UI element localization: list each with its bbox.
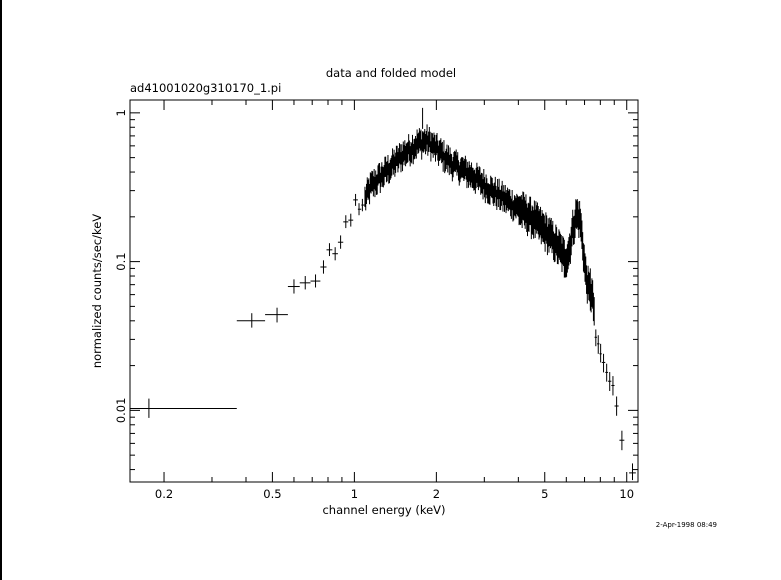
data-point [130, 398, 237, 418]
y-tick-label: 0.1 [114, 252, 128, 270]
data-point [310, 274, 321, 288]
y-tick-label: 1 [114, 109, 128, 116]
y-tick-label: 0.01 [114, 398, 128, 424]
x-tick-label: 1 [351, 487, 358, 501]
x-axis-label: channel energy (keV) [322, 503, 445, 517]
y-axis-label: normalized counts/sec/keV [90, 214, 104, 368]
data-point [236, 313, 266, 328]
data-point [608, 372, 612, 391]
x-tick-label: 5 [541, 487, 548, 501]
data-point [614, 396, 619, 416]
data-point [343, 215, 349, 229]
data-point [629, 463, 636, 481]
x-tick-label: 0.2 [155, 487, 173, 501]
chart-title: data and folded model [326, 66, 456, 80]
data-point [332, 247, 338, 261]
x-tick-label: 0.5 [263, 487, 281, 501]
timestamp: 2-Apr-1998 08:49 [656, 521, 717, 529]
data-point [594, 329, 598, 347]
data-point [326, 243, 333, 257]
data-point [287, 279, 300, 294]
data-band [364, 107, 595, 326]
chart-subtitle: ad41001020g310170_1.pi [130, 81, 281, 95]
data-point [605, 363, 609, 382]
data-point [265, 307, 288, 323]
data-point [611, 376, 615, 396]
plot-frame [129, 99, 639, 483]
data-point [357, 203, 362, 216]
data-point [299, 276, 311, 290]
data-point [348, 213, 354, 227]
data-point [597, 335, 600, 354]
data-point [599, 343, 602, 363]
data-point [320, 260, 327, 274]
x-tick-label: 2 [433, 487, 440, 501]
window-left-edge [0, 0, 2, 580]
x-tick-label: 10 [619, 487, 634, 501]
data-point [353, 193, 358, 206]
dense-data-bins [364, 107, 595, 326]
data-point [361, 198, 365, 212]
axis-tick-labels: 0.2 0.5 1 2 5 10 0.01 0.1 1 [114, 109, 634, 501]
data-point [337, 235, 344, 249]
axis-ticks [130, 100, 638, 482]
data-point [601, 353, 606, 373]
data-point [619, 430, 625, 451]
data-points [130, 193, 636, 481]
